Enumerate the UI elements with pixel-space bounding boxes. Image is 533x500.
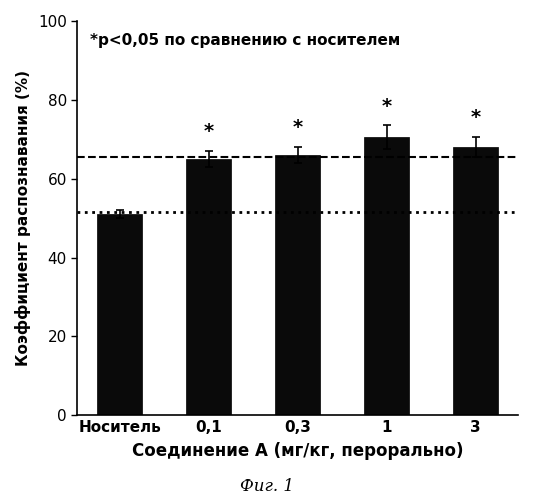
Text: *: *	[293, 118, 303, 138]
Text: *p<0,05 по сравнению с носителем: *p<0,05 по сравнению с носителем	[91, 33, 401, 48]
Text: *: *	[471, 108, 481, 128]
Text: *: *	[204, 122, 214, 141]
Bar	[365, 138, 409, 415]
X-axis label: Соединение А (мг/кг, перорально): Соединение А (мг/кг, перорально)	[132, 442, 463, 460]
Y-axis label: Коэффициент распознавания (%): Коэффициент распознавания (%)	[15, 70, 31, 366]
Bar	[276, 155, 320, 415]
Bar	[454, 147, 498, 415]
Bar	[187, 159, 231, 415]
Bar	[97, 214, 142, 415]
Text: *: *	[382, 96, 392, 116]
Text: Фиг. 1: Фиг. 1	[239, 478, 294, 495]
